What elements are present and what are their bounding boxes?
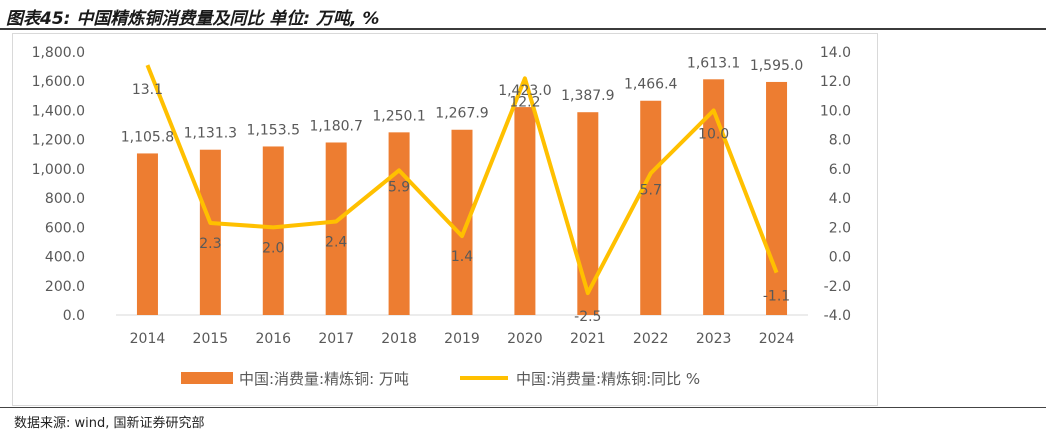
y-right-tick-label: 2.0	[829, 220, 851, 236]
line-data-label: 2.3	[199, 236, 221, 252]
bar-data-label: 1,267.9	[435, 106, 488, 122]
bar-data-label: 1,387.9	[561, 88, 614, 104]
bar	[577, 112, 599, 315]
combo-chart: 0.0 200.0 400.0 600.0 800.0 1,000.0 1,200.0 1,4…	[32, 45, 851, 388]
y-left-tick-label: 1,600.0	[32, 74, 85, 90]
line-data-label: 12.2	[509, 94, 540, 110]
bar-data-label: 1,466.4	[624, 77, 678, 93]
line-data-label: -1.1	[763, 289, 790, 305]
y-left-tick-label: 1,400.0	[32, 103, 85, 119]
y-left-tick-label: 0.0	[63, 308, 85, 324]
y-left-tick-label: 200.0	[45, 279, 85, 295]
line-data-label: 10.0	[698, 126, 729, 142]
x-tick-label: 2017	[318, 331, 354, 347]
y-left-tick-label: 600.0	[45, 220, 85, 236]
yoy-line	[145, 64, 779, 296]
x-tick-label: 2019	[444, 331, 480, 347]
line-data-label: 13.1	[132, 82, 163, 98]
y-right-tick-label: 14.0	[820, 45, 851, 61]
bar-data-label: 1,131.3	[184, 126, 237, 142]
x-tick-label: 2021	[570, 331, 606, 347]
bar-data-label: 1,595.0	[750, 58, 803, 74]
y-left-tick-label: 1,800.0	[32, 45, 85, 61]
footer-divider	[0, 407, 1046, 408]
bar	[388, 132, 410, 315]
chart-frame: 0.0 200.0 400.0 600.0 800.0 1,000.0 1,200.0 1,4…	[12, 33, 878, 406]
y-left-tick-label: 1,000.0	[32, 162, 85, 178]
legend-line-label: 中国:消费量:精炼铜:同比 %	[516, 370, 700, 388]
bar-data-label: 1,153.5	[247, 122, 300, 138]
legend-bar-label: 中国:消费量:精炼铜: 万吨	[239, 370, 409, 388]
source-note: 数据来源: wind, 国新证券研究部	[14, 416, 205, 431]
x-tick-label: 2023	[696, 331, 732, 347]
line-data-label: 5.7	[640, 182, 662, 198]
bar	[640, 100, 662, 315]
bar	[514, 107, 536, 315]
title-divider	[0, 28, 1046, 30]
y-right-tick-label: 12.0	[820, 74, 851, 90]
y-right-tick-label: 8.0	[829, 133, 851, 149]
x-tick-label: 2020	[507, 331, 543, 347]
bar	[325, 142, 347, 315]
x-tick-label: 2024	[759, 331, 795, 347]
line-data-label: 1.4	[451, 249, 473, 265]
figure-title: 图表45: 中国精炼铜消费量及同比 单位: 万吨, %	[6, 9, 380, 29]
y-right-tick-label: 10.0	[820, 103, 851, 119]
line-data-label: 5.9	[388, 179, 410, 195]
y-left-tick-label: 400.0	[45, 250, 85, 266]
x-tick-label: 2015	[193, 331, 229, 347]
y-right-tick-label: 0.0	[829, 250, 851, 266]
x-tick-label: 2018	[381, 331, 417, 347]
line-data-label: 2.0	[262, 240, 284, 256]
bar	[703, 79, 725, 315]
x-tick-label: 2022	[633, 331, 669, 347]
x-tick-label: 2016	[255, 331, 291, 347]
bar	[199, 149, 221, 315]
bar-data-label: 1,423.0	[498, 83, 551, 99]
y-left-tick-label: 800.0	[45, 191, 85, 207]
x-tick-label: 2014	[130, 331, 166, 347]
bar-data-label: 1,250.1	[372, 108, 425, 124]
line-data-label: 2.4	[325, 234, 347, 250]
y-right-tick-label: -2.0	[824, 279, 851, 295]
bar	[262, 146, 284, 315]
bar	[766, 81, 788, 315]
line-data-label: -2.5	[574, 309, 601, 325]
y-right-tick-label: 4.0	[829, 191, 851, 207]
legend-bar-swatch	[181, 372, 233, 384]
bar-data-label: 1,180.7	[309, 118, 362, 134]
y-right-tick-label: 6.0	[829, 162, 851, 178]
bar	[136, 153, 158, 315]
bar-data-label: 1,613.1	[687, 55, 740, 71]
bar-data-label: 1,105.8	[121, 129, 174, 145]
y-right-tick-label: -4.0	[824, 308, 851, 324]
y-left-tick-label: 1,200.0	[32, 133, 85, 149]
bar	[451, 129, 473, 315]
